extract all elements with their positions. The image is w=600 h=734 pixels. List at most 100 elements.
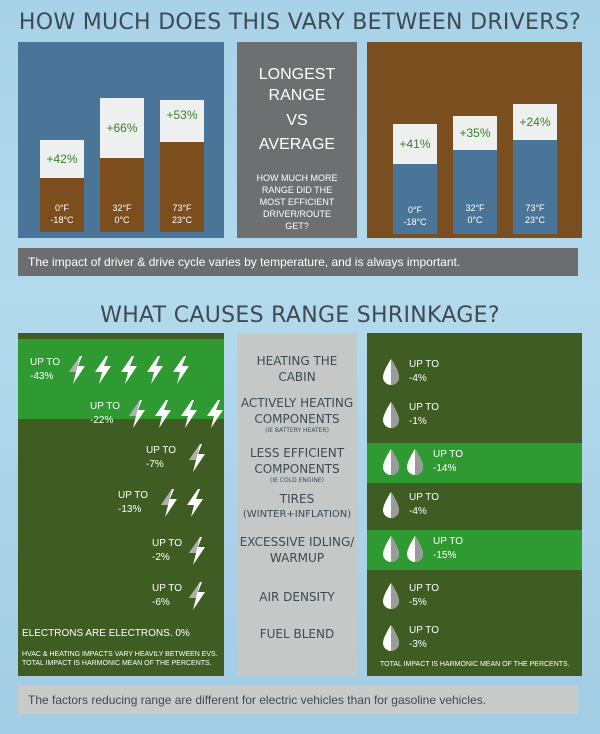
drop-group <box>381 448 425 476</box>
temp-c: -18°C <box>403 217 427 227</box>
gas-factor-row: UP TO -5% <box>381 582 439 610</box>
bolt-group <box>126 399 226 429</box>
lightning-bolt-icon <box>189 582 205 610</box>
lightning-bolt-icon <box>155 400 171 428</box>
ev-factor-row: UP TO -6% <box>152 581 208 611</box>
bolt-group <box>186 581 208 611</box>
ev-bar-pct: +53% <box>160 100 204 142</box>
ev-bar-temp: 73°F 23°C <box>160 142 204 232</box>
up-to-text: UP TO <box>152 583 183 594</box>
fuel-drop-icon <box>407 536 423 562</box>
temp-c: 0°C <box>467 215 483 225</box>
ev-factor-row: UP TO -43% <box>30 355 192 385</box>
gas-factor-label: UP TO -14% <box>433 448 463 476</box>
electrons-note: ELECTRONS ARE ELECTRONS. 0% <box>22 628 190 639</box>
up-to-text: UP TO <box>433 449 464 460</box>
lightning-bolt-icon <box>189 444 205 472</box>
pct-text: -3% <box>409 639 427 650</box>
fuel-drop-icon <box>383 625 399 651</box>
gas-factor-row: UP TO -15% <box>381 535 463 563</box>
factor-idling: EXCESSIVE IDLING/ WARMUP <box>237 534 357 566</box>
factor-line: HEATING THE <box>256 354 338 368</box>
ev-factor-label: UP TO -13% <box>118 489 158 517</box>
lightning-bolt-icon <box>69 356 85 384</box>
ev-bar-pct: +42% <box>40 140 84 178</box>
gas-factor-row: UP TO -3% <box>381 624 439 652</box>
gas-bar-0f: +41% 0°F -18°C <box>393 118 437 234</box>
pct-text: -14% <box>433 463 457 474</box>
ev-bar-temp: 32°F 0°C <box>100 158 144 232</box>
fuel-drop-icon <box>383 536 399 562</box>
gas-bar-pct: +24% <box>513 104 557 140</box>
drop-group <box>381 401 401 429</box>
factor-line: ACTIVELY HEATING <box>240 396 354 410</box>
drop-group <box>381 582 401 610</box>
lightning-bolt-icon <box>189 537 205 565</box>
gas-factor-row: UP TO -14% <box>381 448 463 476</box>
up-to-text: UP TO <box>146 445 177 456</box>
temp-c: 0°C <box>114 215 130 225</box>
pct-text: -5% <box>409 597 427 608</box>
ev-bar-pct: +66% <box>100 98 144 158</box>
drop-group <box>381 491 401 519</box>
gas-factor-label: UP TO -4% <box>409 491 439 519</box>
up-to-text: UP TO <box>30 357 61 368</box>
pct-text: -43% <box>30 371 54 382</box>
factor-less-efficient: LESS EFFICIENT COMPONENTS (IE COLD ENGIN… <box>237 445 357 484</box>
factor-line: LESS EFFICIENT <box>249 446 345 460</box>
factor-note: (IE BATTERY HEATER) <box>265 427 329 434</box>
bolt-group <box>158 488 206 518</box>
fuel-drop-icon <box>383 449 399 475</box>
ev-factor-label: UP TO -43% <box>30 356 66 384</box>
ev-bar-32f: +66% 32°F 0°C <box>100 98 144 232</box>
fuel-drop-icon <box>383 583 399 609</box>
fuel-drop-icon <box>383 402 399 428</box>
temp-f: 73°F <box>172 203 192 213</box>
temp-f: 0°F <box>54 203 70 213</box>
mid-heading-line: LONGEST <box>258 66 336 83</box>
mid-heading-line: VS <box>286 112 308 129</box>
pct-text: -1% <box>409 416 427 427</box>
fuel-drop-icon <box>383 359 399 385</box>
factor-active-heating: ACTIVELY HEATING COMPONENTS (IE BATTERY … <box>237 395 357 434</box>
gas-bar-temp: 0°F -18°C <box>393 164 437 234</box>
lightning-bolt-icon <box>121 356 137 384</box>
ev-factor-label: UP TO -6% <box>152 582 186 610</box>
ev-bar-0f: +42% 0°F -18°C <box>40 140 84 232</box>
pct-text: -2% <box>152 552 170 563</box>
ev-factor-label: UP TO -22% <box>90 400 126 428</box>
bolt-group <box>186 443 208 473</box>
bolt-group <box>186 536 208 566</box>
gas-factors-column: UP TO -4% UP TO -1% UP TO -14% UP TO -4%… <box>367 333 582 676</box>
ev-factor-row: UP TO -2% <box>152 536 208 566</box>
comparison-label-panel: LONGEST RANGE VS AVERAGE HOW MUCH MORE R… <box>237 42 357 238</box>
driver-impact-caption: The impact of driver & drive cycle varie… <box>18 248 578 276</box>
pct-text: -7% <box>146 459 164 470</box>
temp-c: -18°C <box>50 215 74 225</box>
drop-group <box>381 624 401 652</box>
ev-bar-temp: 0°F -18°C <box>40 178 84 232</box>
factor-line: COMPONENTS <box>254 462 340 476</box>
fuel-drop-icon <box>407 449 423 475</box>
ev-bar-73f: +53% 73°F 23°C <box>160 100 204 232</box>
up-to-text: UP TO <box>152 538 183 549</box>
factor-tires: TIRES (WINTER+INFLATION) <box>237 491 357 523</box>
gas-bar-temp: 32°F 0°C <box>453 150 497 234</box>
factor-line: (WINTER+INFLATION) <box>242 509 352 520</box>
up-to-text: UP TO <box>409 359 440 370</box>
factor-line: FUEL BLEND <box>259 627 335 641</box>
pct-text: -13% <box>118 504 142 515</box>
ev-factor-label: UP TO -2% <box>152 537 186 565</box>
lightning-bolt-icon <box>187 489 203 517</box>
factor-names-column: HEATING THE CABIN ACTIVELY HEATING COMPO… <box>237 333 357 676</box>
mid-heading-line: AVERAGE <box>258 136 336 153</box>
gas-bar-73f: +24% 73°F 23°C <box>513 104 557 234</box>
mid-subtitle: HOW MUCH MORE RANGE DID THE MOST EFFICIE… <box>256 173 338 231</box>
pct-text: -15% <box>433 550 457 561</box>
pct-text: -4% <box>409 506 427 517</box>
section-title-vary: HOW MUCH DOES THIS VARY BETWEEN DRIVERS? <box>18 10 582 35</box>
pct-text: -4% <box>409 373 427 384</box>
factor-air-density: AIR DENSITY <box>237 589 357 605</box>
temp-c: 23°C <box>524 215 546 225</box>
lightning-bolt-icon <box>129 400 145 428</box>
